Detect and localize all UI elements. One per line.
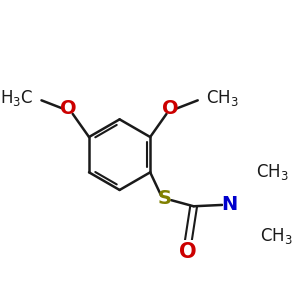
Text: O: O <box>60 99 77 118</box>
Text: O: O <box>162 99 179 118</box>
Text: N: N <box>221 195 237 214</box>
Text: CH$_3$: CH$_3$ <box>206 88 238 108</box>
Text: O: O <box>179 242 197 262</box>
Text: CH$_3$: CH$_3$ <box>260 226 293 246</box>
Text: S: S <box>158 189 172 208</box>
Text: CH$_3$: CH$_3$ <box>256 162 289 182</box>
Text: H$_3$C: H$_3$C <box>0 88 33 108</box>
